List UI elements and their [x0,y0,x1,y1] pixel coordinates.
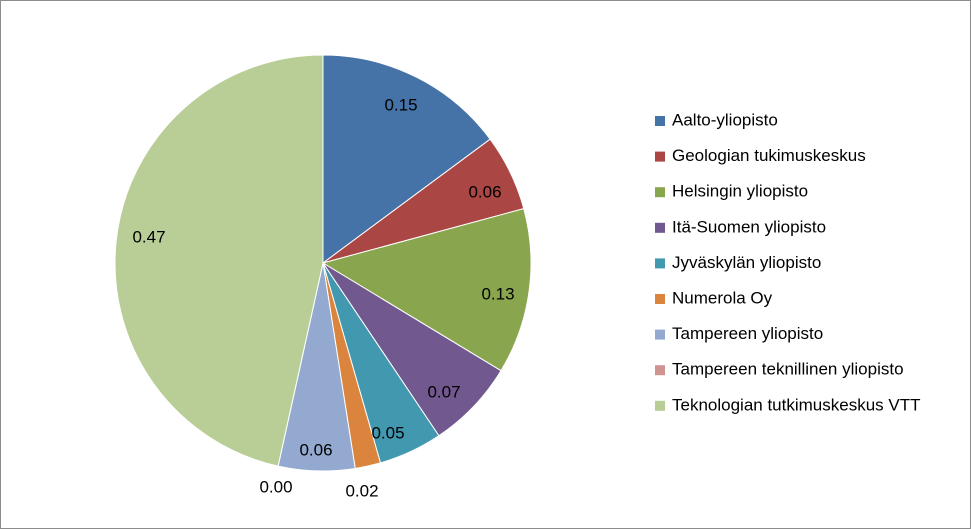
legend-swatch [655,400,665,411]
data-label: 0.06 [468,182,501,201]
legend-label: Helsingin yliopisto [672,182,808,201]
legend-label: Geologian tukimuskeskus [672,146,866,165]
legend-swatch [655,294,665,304]
legend-label: Aalto-yliopisto [672,110,778,129]
pie-slice [321,208,532,372]
legend-label: Itä-Suomen yliopisto [672,217,826,236]
legend-label: Teknologian tutkimuskeskus VTT [672,395,921,414]
legend-swatch [655,329,665,340]
data-label: 0.02 [345,481,378,500]
legend: Aalto-yliopisto Geologian tukimuskeskus He… [655,110,921,414]
pie-slices [114,54,532,472]
legend-label: Tampereen yliopisto [672,324,823,343]
pie-data-labels: 0.15 0.06 0.13 0.07 0.05 0.02 0.06 0.00 0.47 [132,95,514,500]
legend-swatch [655,258,665,269]
legend-swatch [655,187,665,198]
data-label: 0.05 [371,423,404,442]
data-label: 0.07 [427,382,460,401]
data-label: 0.00 [259,477,292,496]
data-label: 0.13 [481,284,514,303]
data-label: 0.15 [384,95,417,114]
legend-swatch [655,365,665,376]
data-label: 0.47 [132,227,165,246]
legend-swatch [655,222,665,233]
legend-swatch [655,151,665,162]
legend-swatch [655,116,665,126]
pie-slice [322,54,491,264]
legend-label: Jyväskylän yliopisto [672,253,821,272]
pie-slice [114,54,324,467]
data-label: 0.06 [299,440,332,459]
legend-label: Tampereen teknillinen yliopisto [672,360,904,379]
legend-label: Numerola Oy [672,288,773,307]
